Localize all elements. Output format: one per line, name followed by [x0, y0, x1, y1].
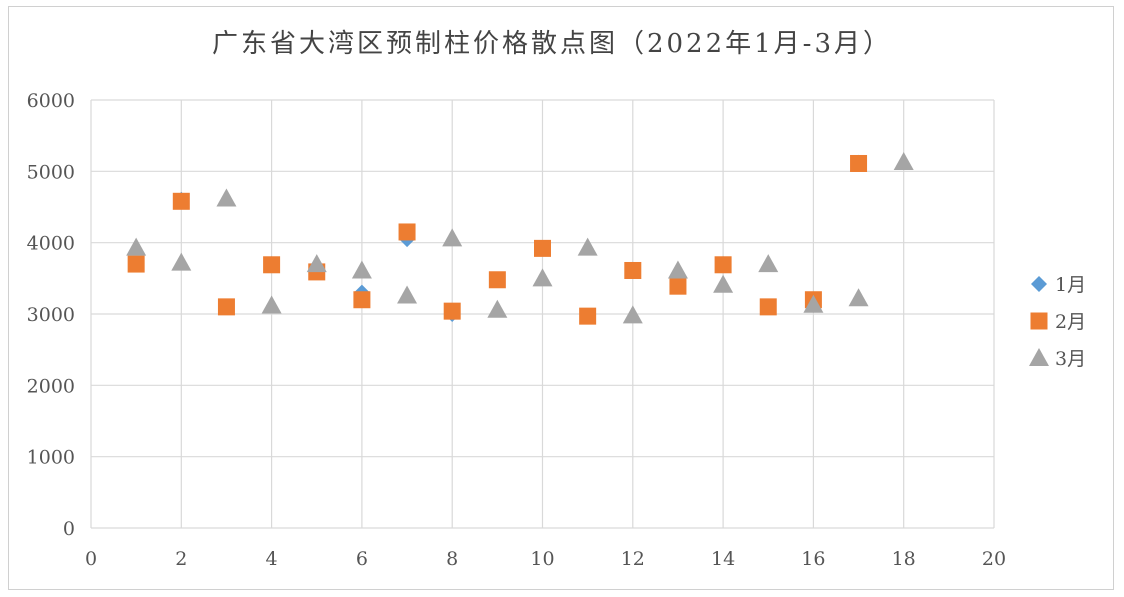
scatter-point — [172, 192, 190, 210]
legend: 1月 2月 3月 — [1029, 274, 1086, 370]
scatter-point — [443, 302, 461, 320]
y-axis-ticks: 0 1000 2000 3000 4000 5000 6000 — [27, 90, 75, 540]
scatter-point — [171, 252, 192, 271]
y-tick-label: 5000 — [27, 161, 75, 183]
scatter-point — [669, 277, 687, 295]
scatter-point — [487, 299, 508, 318]
scatter-point — [577, 237, 598, 256]
scatter-point — [848, 288, 869, 307]
y-tick-label: 0 — [63, 518, 75, 540]
legend-label: 3月 — [1055, 348, 1086, 370]
chart-title: 广东省大湾区预制柱价格散点图（2022年1月-3月） — [212, 29, 892, 59]
scatter-point — [713, 274, 734, 293]
chart-frame — [8, 6, 1114, 590]
x-tick-label: 12 — [621, 548, 645, 570]
x-axis-ticks: 0 2 4 6 8 10 12 14 16 18 20 — [85, 548, 1006, 570]
scatter-point — [488, 271, 506, 289]
scatter-point — [579, 307, 597, 325]
scatter-point — [667, 260, 688, 279]
data-points — [126, 152, 914, 325]
scatter-point — [893, 152, 914, 171]
scatter-point — [306, 254, 327, 273]
scatter-point — [263, 256, 281, 274]
legend-label: 2月 — [1055, 311, 1086, 333]
scatter-point — [532, 268, 553, 287]
x-tick-label: 20 — [982, 548, 1006, 570]
y-tick-label: 6000 — [27, 90, 75, 112]
scatter-point — [534, 239, 551, 257]
scatter-point — [127, 255, 145, 273]
x-tick-label: 14 — [711, 548, 735, 570]
scatter-point — [442, 228, 463, 247]
scatter-point — [351, 260, 372, 279]
scatter-point — [759, 298, 777, 316]
x-tick-label: 6 — [356, 548, 368, 570]
scatter-point — [758, 254, 779, 273]
legend-label: 1月 — [1055, 274, 1086, 296]
scatter-point — [622, 305, 643, 324]
scatter-point — [397, 285, 418, 304]
scatter-point — [216, 188, 237, 207]
legend-marker — [1030, 312, 1048, 330]
scatter-point — [624, 261, 642, 279]
x-tick-label: 18 — [892, 548, 916, 570]
scatter-point — [850, 154, 868, 172]
x-tick-label: 2 — [175, 548, 187, 570]
legend-marker — [1029, 348, 1049, 366]
y-tick-label: 2000 — [27, 375, 75, 397]
scatter-point — [217, 298, 235, 316]
legend-marker — [1031, 276, 1047, 292]
scatter-point — [261, 295, 282, 314]
y-tick-label: 1000 — [27, 447, 75, 469]
scatter-point — [126, 237, 147, 256]
y-tick-label: 4000 — [27, 233, 75, 255]
x-tick-label: 4 — [266, 548, 278, 570]
x-tick-label: 8 — [446, 548, 458, 570]
scatter-point — [398, 223, 416, 241]
x-tick-label: 10 — [530, 548, 554, 570]
scatter-point — [714, 256, 732, 274]
scatter-point — [803, 294, 824, 313]
gridlines — [90, 99, 995, 529]
scatter-point — [353, 291, 371, 309]
x-tick-label: 0 — [85, 548, 97, 570]
x-tick-label: 16 — [801, 548, 825, 570]
y-tick-label: 3000 — [27, 304, 75, 326]
